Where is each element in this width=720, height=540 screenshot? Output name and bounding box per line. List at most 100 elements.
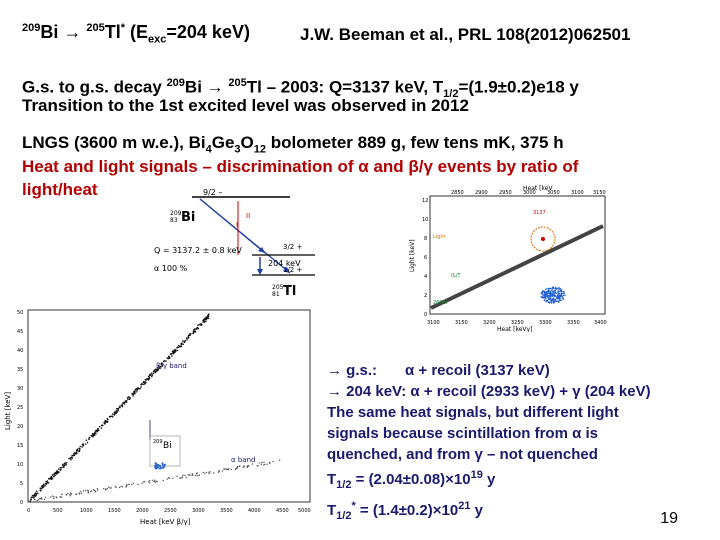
result-excited-state: → 204 keV: α + recoil (2933 keV) + γ (20… (327, 383, 651, 400)
beta-point (65, 462, 68, 464)
beta-point (30, 498, 33, 501)
beta-point (176, 349, 179, 352)
svg-text:3000: 3000 (192, 508, 205, 514)
beta-point (205, 316, 207, 318)
svg-text:0: 0 (27, 508, 30, 514)
svg-text:10: 10 (422, 217, 428, 223)
alpha-band-point (230, 468, 232, 471)
alpha-point (550, 300, 553, 302)
alpha-point (546, 292, 548, 294)
beta-point (159, 367, 161, 369)
alpha-point (554, 289, 556, 292)
beta-point (127, 398, 129, 400)
alpha-band-point (109, 487, 112, 489)
alpha-band-point (149, 482, 151, 484)
experiment-line-1: LNGS (3600 m w.e.), Bi4Ge3O12 bolometer … (22, 133, 564, 156)
beta-point (84, 443, 87, 445)
beta-point (44, 482, 47, 485)
alpha-band-point (50, 496, 52, 498)
beta-point (159, 365, 162, 368)
alpha-band-point (225, 468, 227, 470)
alpha-band-point (90, 490, 93, 492)
beta-point (123, 403, 126, 405)
beta-point (59, 469, 62, 471)
alpha-band-point (195, 474, 197, 477)
alpha-band-point (191, 474, 193, 477)
svg-text:2950: 2950 (499, 190, 512, 196)
beta-point (73, 454, 76, 457)
alpha-point (563, 292, 565, 295)
beta-point (205, 318, 207, 321)
excited-spin-label: 3/2 + (283, 243, 302, 251)
alpha-band-point (92, 488, 95, 491)
beta-point (92, 436, 94, 438)
alpha-band-point (243, 465, 245, 467)
large-plot-y-ticks: 50 45 40 35 30 25 20 15 10 5 0 (17, 310, 23, 506)
svg-text:5: 5 (20, 481, 23, 487)
beta-point (173, 351, 175, 354)
alpha-point (549, 290, 551, 292)
beta-point (113, 411, 116, 414)
beta-point (203, 318, 206, 321)
alpha-band-point (227, 469, 229, 471)
alpha-band-point (209, 471, 211, 473)
parent-spin-label: 9/2 – (203, 188, 222, 197)
alpha-point (545, 288, 547, 291)
alpha-point (548, 294, 550, 296)
beta-point (148, 374, 151, 377)
alpha-point (543, 290, 545, 293)
svg-text:10: 10 (17, 462, 23, 468)
beta-point (111, 413, 114, 415)
beta-point (203, 321, 206, 323)
peak-energy-label: 3137 (533, 210, 546, 216)
beta-point (101, 424, 104, 427)
beta-point (79, 445, 82, 448)
alpha-point (541, 294, 544, 296)
beta-point (189, 334, 191, 336)
beta-point (136, 389, 138, 392)
light-vs-heat-full-plot: 50 45 40 35 30 25 20 15 10 5 0 0 500 100… (0, 300, 330, 530)
small-plot-ratio-label: (L/T (451, 273, 461, 279)
alpha-point (553, 297, 555, 300)
beta-point (192, 332, 195, 334)
alpha-point (560, 299, 562, 302)
beta-point (56, 473, 58, 475)
beta-point (41, 485, 43, 487)
result-explanation-3: quenched, and from γ – not quenched (327, 446, 598, 463)
alpha-band-point (118, 486, 121, 489)
beta-point (125, 401, 128, 403)
alpha-band-point (221, 470, 224, 472)
alpha-band-point (93, 489, 96, 492)
beta-point (185, 337, 188, 339)
svg-text:4000: 4000 (248, 508, 261, 514)
light-vs-heat-zoom-plot: Heat [keV 2850 2900 2950 3000 3050 3100 … (405, 182, 615, 332)
alpha-band-point (137, 483, 139, 486)
parent-atomic-number: 83 (170, 217, 178, 224)
experiment-line-3: light/heat (22, 180, 98, 199)
beta-point (33, 496, 35, 498)
small-plot-beta-band (430, 224, 604, 310)
alpha-point (550, 297, 552, 299)
beta-point (180, 343, 183, 346)
alpha-point (551, 293, 554, 295)
beta-point (86, 441, 89, 444)
beta-point (157, 367, 160, 369)
beta-point (52, 475, 55, 478)
alpha-point (549, 298, 551, 300)
beta-point (165, 360, 167, 362)
alpha-point (558, 287, 560, 289)
beta-point (190, 332, 192, 335)
alpha-band-point (43, 498, 46, 501)
beta-point (56, 470, 58, 472)
beta-point (181, 342, 183, 344)
transition-ii-label: II (246, 212, 250, 220)
alpha-point (559, 299, 561, 301)
beta-point (82, 444, 85, 447)
alpha-band-point (147, 481, 150, 483)
beta-point (125, 400, 128, 402)
peak-point (541, 237, 545, 241)
beta-point (73, 453, 76, 455)
alpha-band-point (37, 499, 40, 501)
alpha-point (546, 293, 548, 296)
beta-point (63, 464, 65, 467)
